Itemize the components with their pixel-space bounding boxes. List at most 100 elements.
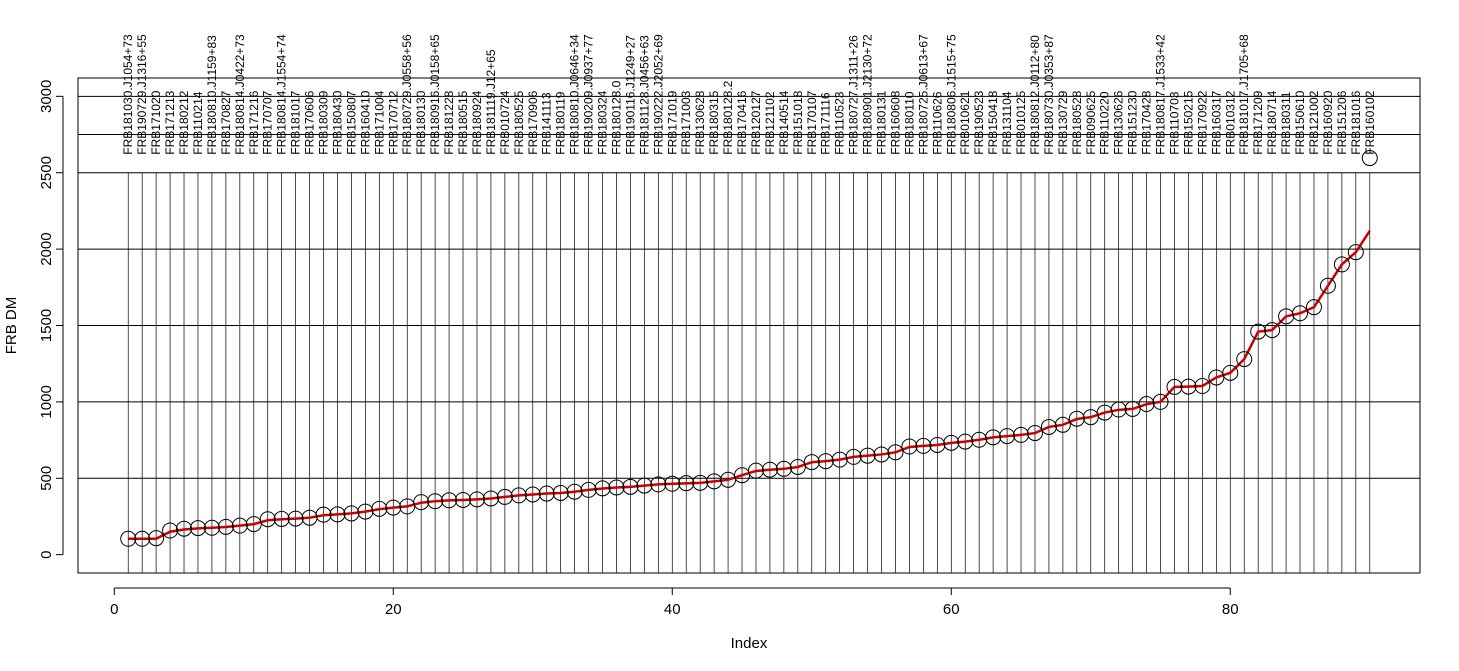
data-point <box>678 475 695 492</box>
y-tick-label: 1500 <box>38 309 55 342</box>
x-tick-label: 40 <box>664 601 681 618</box>
frb-label: FRB150418 <box>986 90 1000 154</box>
frb-label: FRB110523 <box>833 91 847 154</box>
frb-name-labels: FRB181030.J1054+73 FRB190729.J1316+55 FRB1… <box>121 34 1377 155</box>
data-point <box>580 481 597 498</box>
y-tick-label: 0 <box>38 550 55 558</box>
frb-label: FRB181128.J0456+63 <box>637 35 651 155</box>
data-point <box>259 511 276 528</box>
frb-label: FRB160608 <box>888 90 902 154</box>
data-point <box>706 473 723 490</box>
data-point <box>789 458 806 475</box>
frb-label: FRB170428 <box>1140 90 1154 154</box>
data-point <box>315 506 332 523</box>
data-point <box>441 492 458 509</box>
frb-label: FRB180810.J1159+83 <box>205 35 219 155</box>
frb-label: FRB181119.J12+65 <box>484 49 498 155</box>
y-tick-label: 1000 <box>38 385 55 418</box>
frb-label: FRB180812.J0112+80 <box>1028 35 1042 155</box>
frb-label: FRB010621 <box>958 90 972 154</box>
frb-label: FRB170922 <box>1195 90 1209 154</box>
frb-label: FRB170707 <box>261 90 275 154</box>
frb-label: FRB170827 <box>219 90 233 154</box>
axes: 0 20 40 60 80 0 500 1000 1500 2000 2500 3000 <box>38 77 1421 618</box>
data-point <box>775 460 792 477</box>
data-point <box>1236 351 1253 368</box>
data-point <box>496 488 513 505</box>
frb-label: FRB180130 <box>414 90 428 154</box>
frb-label: FRB130626 <box>1112 90 1126 154</box>
data-point <box>1292 305 1309 322</box>
frb-label: FRB190523 <box>972 90 986 154</box>
data-point <box>915 437 932 454</box>
frb-label: FRB171004 <box>372 90 386 154</box>
data-point <box>1333 256 1350 273</box>
frb-label: FRB180212 <box>177 90 191 154</box>
frb-label: FRB181228 <box>442 90 456 154</box>
data-point <box>650 476 667 493</box>
frb-label: FRB181017 <box>289 90 303 154</box>
frb-label: FRB190209.J0937+77 <box>582 34 596 155</box>
data-point <box>427 493 444 510</box>
data-point <box>1250 323 1267 340</box>
frb-label: FRB170107 <box>805 90 819 154</box>
data-point <box>873 446 890 463</box>
frb-label: FRB180119 <box>554 91 568 154</box>
data-point <box>747 462 764 479</box>
data-point <box>608 479 625 496</box>
data-point <box>803 454 820 471</box>
data-point <box>692 474 709 491</box>
data-point <box>1026 425 1043 442</box>
data-point <box>999 428 1016 445</box>
data-point <box>957 433 974 450</box>
data-point <box>831 451 848 468</box>
frb-label: FRB180128.2 <box>721 80 735 154</box>
x-tick-label: 0 <box>110 601 118 618</box>
frb-label: FRB180309 <box>317 90 331 154</box>
frb-label: FRB160317 <box>1209 90 1223 154</box>
frb-label: FRB160410 <box>358 90 372 154</box>
label-stem-lines <box>127 172 1371 573</box>
frb-label: FRB151206 <box>1335 90 1349 154</box>
data-point <box>1180 378 1197 395</box>
frb-label: FRB121002 <box>1307 90 1321 154</box>
frb-label: FRB180924 <box>470 90 484 154</box>
data-point <box>1305 299 1322 316</box>
frb-label: FRB180430 <box>330 90 344 154</box>
frb-label: FRB180714 <box>1265 90 1279 154</box>
x-tick-label: 20 <box>385 601 402 618</box>
data-point <box>1138 396 1155 413</box>
frb-label: FRB180725.J0613+67 <box>916 34 930 155</box>
frb-label: FRB150807 <box>344 90 358 154</box>
data-point <box>482 490 499 507</box>
frb-label: FRB120127 <box>749 90 763 154</box>
frb-label: FRB151230 <box>1126 90 1140 154</box>
data-point <box>162 522 179 539</box>
data-point <box>552 484 569 501</box>
frb-label: FRB180727.J1311+26 <box>847 35 861 155</box>
data-point <box>1110 401 1127 418</box>
data-point <box>887 444 904 461</box>
frb-label: FRB010125 <box>1014 90 1028 154</box>
data-point <box>1264 322 1281 339</box>
data-point <box>120 530 137 547</box>
data-point <box>1054 416 1071 433</box>
y-axis-title: FRB DM <box>3 297 20 355</box>
frb-label: FRB151018 <box>791 90 805 154</box>
frb-label: FRB180730.J0353+87 <box>1042 34 1056 155</box>
data-point <box>385 499 402 516</box>
data-point <box>357 503 374 520</box>
frb-label: FRB181016 <box>1349 90 1363 154</box>
frb-label: FRB090625 <box>1084 90 1098 154</box>
y-tick-label: 2000 <box>38 232 55 265</box>
data-point <box>176 520 193 537</box>
frb-label: FRB180324 <box>596 90 610 154</box>
data-point <box>413 494 430 511</box>
data-point <box>343 505 360 522</box>
data-point <box>1124 400 1141 417</box>
frb-label: FRB171213 <box>163 90 177 154</box>
data-point <box>1222 364 1239 381</box>
frb-label: FRB170416 <box>735 90 749 154</box>
frb-label: FRB170712 <box>386 90 400 154</box>
data-point <box>859 447 876 464</box>
